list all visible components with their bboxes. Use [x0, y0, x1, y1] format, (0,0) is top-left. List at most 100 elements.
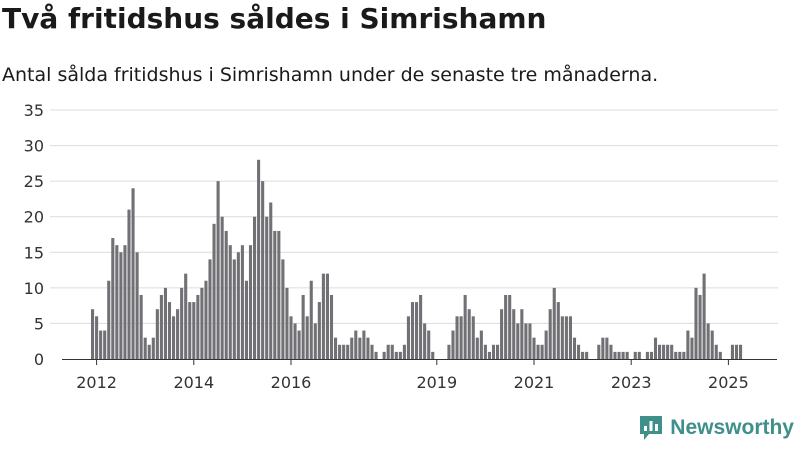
y-tick-label: 10	[24, 279, 44, 298]
bar	[706, 323, 710, 359]
bar	[682, 351, 686, 359]
bar	[536, 344, 540, 359]
bar	[649, 351, 653, 359]
bar	[119, 252, 123, 359]
bar	[147, 344, 151, 359]
bar	[167, 302, 172, 359]
bar	[415, 302, 419, 359]
bar	[568, 316, 572, 359]
brand-name: Newsworthy	[670, 416, 794, 439]
bar	[577, 344, 581, 359]
bar	[163, 287, 167, 359]
bar	[556, 302, 560, 359]
bar	[107, 280, 111, 359]
bar	[159, 294, 163, 359]
bar	[386, 344, 390, 359]
y-tick-label: 25	[24, 172, 44, 191]
bar	[637, 351, 641, 359]
bar	[666, 344, 670, 359]
bar	[516, 323, 520, 359]
bar	[467, 309, 471, 359]
bar	[172, 316, 176, 359]
bar	[321, 273, 325, 359]
bar	[601, 337, 605, 359]
bar	[135, 252, 139, 359]
bar	[572, 337, 577, 359]
bar	[617, 351, 621, 359]
bar	[103, 330, 107, 359]
y-tick-label: 15	[24, 243, 44, 262]
bar	[232, 259, 236, 359]
x-tick-label: 2012	[76, 373, 117, 392]
bar	[500, 309, 504, 359]
bar	[702, 273, 706, 359]
bar	[99, 330, 103, 359]
bar	[475, 337, 479, 359]
y-tick-label: 35	[24, 101, 44, 120]
bar	[455, 316, 459, 359]
bar	[277, 230, 281, 359]
bar	[463, 294, 467, 359]
bar	[544, 330, 548, 359]
bar	[309, 280, 313, 359]
bar	[447, 344, 451, 359]
x-tick-label: 2025	[708, 373, 749, 392]
bar	[394, 351, 398, 359]
bar	[244, 280, 248, 359]
bar	[253, 216, 257, 359]
bar	[548, 309, 552, 359]
bar	[265, 216, 269, 359]
bar-annotation: 2	[740, 0, 750, 4]
bar	[342, 344, 346, 359]
bar	[609, 344, 613, 359]
y-tick-label: 5	[34, 314, 44, 333]
bar	[658, 344, 662, 359]
bar	[236, 252, 240, 359]
bar	[95, 316, 99, 359]
bar	[111, 238, 115, 359]
bar	[690, 337, 694, 359]
bar	[382, 351, 386, 359]
bar	[139, 294, 143, 359]
y-tick-label: 0	[34, 350, 44, 369]
bar	[734, 344, 739, 359]
bar	[285, 287, 289, 359]
bar	[714, 344, 718, 359]
bar	[346, 344, 350, 359]
bar	[390, 344, 394, 359]
bar	[508, 294, 512, 359]
x-tick-label: 2023	[611, 373, 652, 392]
bar	[698, 294, 702, 359]
bar	[123, 245, 127, 359]
bar	[293, 323, 297, 359]
bar	[131, 188, 135, 359]
bar	[196, 294, 200, 359]
bar	[423, 323, 427, 359]
bar	[257, 159, 261, 359]
bar	[192, 302, 196, 359]
bar	[155, 309, 159, 359]
bar	[524, 323, 528, 359]
bar	[585, 351, 589, 359]
bar	[540, 344, 544, 359]
bar	[406, 316, 410, 359]
bar	[528, 323, 532, 359]
bar	[366, 337, 370, 359]
bar	[718, 351, 722, 359]
chart-bubble-icon	[640, 416, 663, 440]
bar	[491, 344, 496, 359]
bar	[730, 344, 734, 359]
bar	[686, 330, 690, 359]
bar	[143, 337, 147, 359]
bar	[269, 202, 273, 359]
bar	[662, 344, 666, 359]
bar	[325, 273, 329, 359]
bar	[427, 330, 431, 359]
bar	[240, 245, 244, 359]
bar	[115, 245, 119, 359]
bar	[216, 181, 220, 359]
bar	[496, 344, 500, 359]
bar	[398, 351, 402, 359]
bar	[224, 230, 228, 359]
